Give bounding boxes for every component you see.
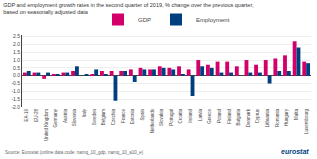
svg-text:2.5: 2.5	[13, 33, 20, 39]
svg-text:Bulgaria: Bulgaria	[236, 108, 241, 125]
svg-text:Germany: Germany	[53, 108, 58, 127]
svg-text:Poland: Poland	[217, 108, 222, 123]
svg-text:Lithuania: Lithuania	[265, 108, 270, 127]
svg-text:Austria: Austria	[63, 108, 68, 123]
svg-text:France: France	[121, 108, 126, 123]
svg-text:-2.0: -2.0	[11, 104, 20, 110]
svg-text:Belgium: Belgium	[101, 109, 106, 126]
svg-text:Source: Eurostat (online data: Source: Eurostat (online data code: namq…	[5, 150, 144, 155]
svg-text:0.0: 0.0	[13, 72, 20, 78]
svg-text:Slovenia: Slovenia	[72, 108, 77, 126]
svg-text:Employment: Employment	[196, 17, 230, 23]
svg-text:Luxembourg: Luxembourg	[304, 108, 309, 134]
svg-text:Finland: Finland	[227, 108, 232, 123]
svg-text:Ireland: Ireland	[188, 108, 193, 122]
svg-text:Spain: Spain	[140, 108, 145, 120]
svg-text:United Kingdom: United Kingdom	[44, 109, 49, 141]
svg-text:Sweden: Sweden	[92, 108, 97, 125]
svg-text:GDP: GDP	[138, 17, 151, 23]
svg-text:Hungary: Hungary	[284, 108, 289, 126]
svg-text:Greece: Greece	[207, 108, 212, 123]
svg-text:0.5: 0.5	[13, 65, 20, 71]
svg-text:-1.5: -1.5	[11, 96, 20, 102]
svg-text:Estonia: Estonia	[130, 108, 135, 124]
svg-text:EU-28: EU-28	[34, 108, 39, 121]
svg-text:EA-19: EA-19	[24, 108, 29, 121]
svg-text:Cyprus: Cyprus	[255, 108, 260, 123]
svg-text:Latvia: Latvia	[198, 108, 203, 121]
svg-text:Slovakia: Slovakia	[159, 108, 164, 126]
svg-text:Croatia: Croatia	[178, 108, 183, 123]
svg-text:2.0: 2.0	[13, 41, 20, 47]
svg-text:Romania: Romania	[275, 108, 280, 127]
svg-text:Czechia: Czechia	[111, 108, 116, 125]
svg-text:eurostat: eurostat	[281, 148, 309, 155]
svg-text:1.5: 1.5	[13, 49, 20, 55]
svg-text:-0.5: -0.5	[11, 80, 20, 86]
svg-text:Italy: Italy	[82, 108, 87, 117]
svg-text:Denmark: Denmark	[246, 108, 251, 127]
svg-text:Netherlands: Netherlands	[150, 108, 155, 133]
svg-text:-1.0: -1.0	[11, 88, 20, 94]
svg-text:GDP and employment growth rate: GDP and employment growth rates in the s…	[3, 2, 254, 15]
svg-text:1.0: 1.0	[13, 57, 20, 63]
svg-text:Malta: Malta	[294, 108, 299, 120]
svg-text:Portugal: Portugal	[169, 109, 174, 126]
